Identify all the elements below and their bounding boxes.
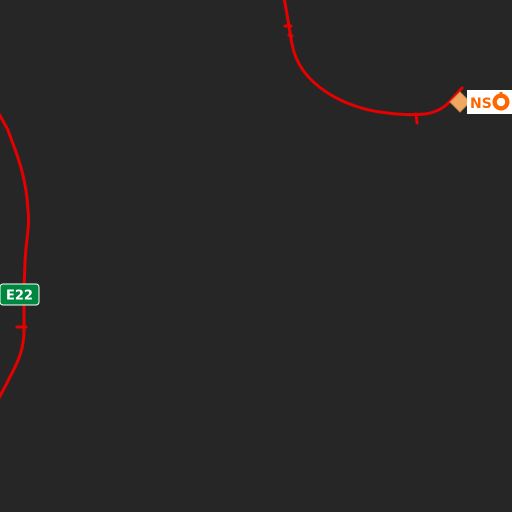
rail-tick-north-3 xyxy=(414,112,419,125)
rail-line-west xyxy=(0,112,31,400)
rail-line-north xyxy=(282,0,464,117)
route-shield-label: E22 xyxy=(6,289,33,304)
station-poi[interactable]: NS xyxy=(449,90,512,114)
ns-logo-icon xyxy=(492,92,510,111)
route-shield-e22: E22 xyxy=(0,283,40,306)
station-label: NS xyxy=(470,96,492,112)
route-shield-background xyxy=(0,283,40,306)
rail-tick-north-2 xyxy=(287,33,294,38)
